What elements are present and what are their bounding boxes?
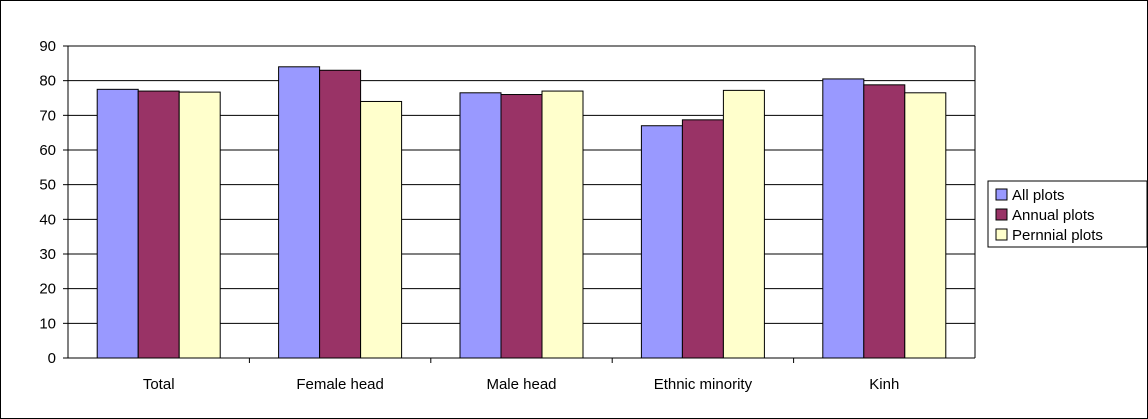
x-axis-labels: Total Female head Male head Ethnic minority…: [143, 376, 899, 393]
x-category-label: Ethnic minority: [654, 376, 753, 393]
bar: [722, 89, 765, 359]
bar: [681, 119, 724, 359]
bar: [178, 91, 221, 359]
bar: [863, 84, 906, 359]
bar: [137, 90, 180, 359]
y-tick-label: 10: [39, 315, 56, 332]
y-tick-label: 40: [39, 211, 56, 228]
legend-label: All plots: [1012, 187, 1065, 204]
x-category-label: Total: [143, 376, 175, 393]
bar: [96, 88, 139, 359]
y-axis-ticks: 0 10 20 30 40 50 60 70 80 90: [39, 38, 68, 367]
legend-swatch: [995, 228, 1008, 241]
x-category-label: Female head: [296, 376, 384, 393]
bar: [640, 125, 683, 359]
y-tick-label: 60: [39, 142, 56, 159]
y-tick-label: 70: [39, 107, 56, 124]
legend-swatch: [995, 188, 1008, 201]
bar: [822, 78, 865, 359]
legend: All plots Annual plots Pernnial plots: [987, 180, 1148, 248]
y-tick-label: 50: [39, 177, 56, 194]
bar: [904, 92, 947, 359]
bars: [96, 66, 947, 359]
x-category-label: Male head: [486, 376, 556, 393]
axes: [67, 45, 976, 363]
bar: [360, 100, 403, 359]
bar: [459, 92, 502, 359]
y-tick-label: 90: [39, 38, 56, 55]
legend-label: Annual plots: [1012, 207, 1095, 224]
y-tick-label: 0: [48, 350, 56, 367]
y-tick-label: 80: [39, 73, 56, 90]
y-tick-label: 20: [39, 281, 56, 298]
y-tick-label: 30: [39, 246, 56, 263]
x-category-label: Kinh: [869, 376, 899, 393]
legend-label: Pernnial plots: [1012, 227, 1103, 244]
bar: [500, 94, 543, 359]
legend-swatch: [995, 208, 1008, 221]
bar: [541, 90, 584, 359]
legend-box: [987, 180, 1148, 248]
bar: [319, 69, 362, 359]
bar: [278, 66, 321, 359]
